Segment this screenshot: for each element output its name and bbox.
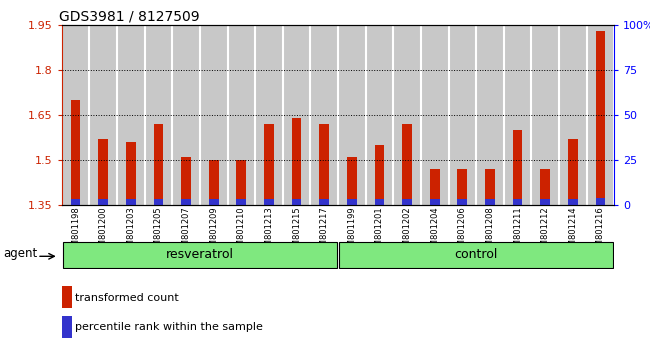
FancyBboxPatch shape bbox=[63, 242, 337, 268]
Bar bbox=[62, 25, 90, 205]
Bar bbox=[347, 157, 357, 205]
Text: transformed count: transformed count bbox=[75, 292, 179, 303]
Bar bbox=[540, 169, 550, 205]
Bar bbox=[71, 100, 81, 205]
Bar bbox=[421, 25, 448, 205]
Bar bbox=[237, 160, 246, 205]
Text: agent: agent bbox=[3, 247, 37, 260]
Bar bbox=[319, 199, 329, 205]
Text: resveratrol: resveratrol bbox=[166, 249, 234, 261]
Bar bbox=[172, 25, 200, 205]
Bar bbox=[374, 145, 384, 205]
Bar bbox=[393, 25, 421, 205]
Bar bbox=[311, 25, 338, 205]
Bar bbox=[126, 199, 136, 205]
Bar bbox=[540, 199, 550, 205]
Bar bbox=[586, 25, 614, 205]
Bar bbox=[264, 124, 274, 205]
Bar bbox=[319, 124, 329, 205]
Bar bbox=[485, 199, 495, 205]
Bar bbox=[402, 199, 412, 205]
Text: percentile rank within the sample: percentile rank within the sample bbox=[75, 322, 263, 332]
Bar bbox=[71, 199, 81, 205]
Bar bbox=[513, 130, 523, 205]
Bar bbox=[559, 25, 586, 205]
Bar bbox=[402, 124, 412, 205]
Bar bbox=[458, 169, 467, 205]
Bar bbox=[338, 25, 365, 205]
Bar bbox=[374, 199, 384, 205]
Bar bbox=[153, 124, 163, 205]
Bar bbox=[62, 286, 72, 308]
Bar bbox=[98, 139, 108, 205]
Bar bbox=[595, 198, 605, 205]
Bar bbox=[448, 25, 476, 205]
Bar bbox=[292, 118, 302, 205]
Bar bbox=[513, 199, 523, 205]
Bar bbox=[126, 142, 136, 205]
Bar bbox=[62, 316, 72, 338]
Bar bbox=[237, 199, 246, 205]
Bar bbox=[200, 25, 227, 205]
Bar bbox=[283, 25, 311, 205]
Bar bbox=[209, 199, 218, 205]
Bar bbox=[347, 199, 357, 205]
Bar bbox=[476, 25, 504, 205]
Bar bbox=[504, 25, 532, 205]
Bar bbox=[430, 199, 439, 205]
Bar bbox=[595, 31, 605, 205]
Bar bbox=[209, 160, 218, 205]
Bar bbox=[365, 25, 393, 205]
Bar bbox=[458, 199, 467, 205]
Bar bbox=[255, 25, 283, 205]
Bar bbox=[90, 25, 117, 205]
Bar bbox=[98, 199, 108, 205]
Bar bbox=[568, 199, 578, 205]
Text: GDS3981 / 8127509: GDS3981 / 8127509 bbox=[59, 10, 200, 24]
Bar bbox=[292, 199, 302, 205]
Bar bbox=[485, 169, 495, 205]
Bar bbox=[181, 157, 191, 205]
Bar bbox=[532, 25, 559, 205]
Bar bbox=[568, 139, 578, 205]
FancyBboxPatch shape bbox=[339, 242, 613, 268]
Bar bbox=[264, 199, 274, 205]
Bar bbox=[181, 199, 191, 205]
Bar bbox=[117, 25, 144, 205]
Bar bbox=[153, 199, 163, 205]
Text: control: control bbox=[454, 249, 498, 261]
Bar bbox=[227, 25, 255, 205]
Bar bbox=[430, 169, 439, 205]
Bar bbox=[144, 25, 172, 205]
